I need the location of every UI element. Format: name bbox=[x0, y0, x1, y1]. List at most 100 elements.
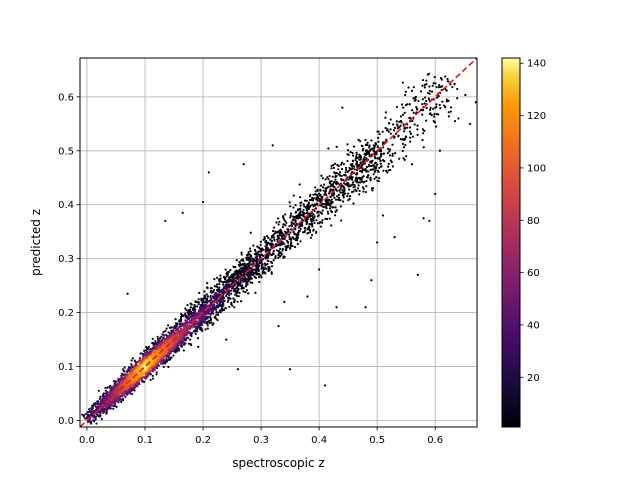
scatter-point bbox=[201, 317, 204, 321]
scatter-point bbox=[186, 332, 189, 335]
scatter-point bbox=[328, 174, 331, 178]
scatter-point bbox=[233, 284, 236, 287]
scatter-point bbox=[195, 313, 199, 317]
scatter-point bbox=[286, 228, 289, 231]
scatter-point bbox=[278, 220, 281, 223]
scatter-point bbox=[331, 206, 334, 209]
scatter-point bbox=[393, 126, 397, 130]
scatter-point bbox=[334, 188, 338, 191]
scatter-point bbox=[391, 143, 394, 146]
scatter-point bbox=[386, 147, 390, 150]
scatter-point bbox=[335, 175, 338, 178]
scatter-point bbox=[402, 106, 405, 109]
scatter-point bbox=[279, 247, 282, 250]
scatter-point bbox=[348, 184, 351, 187]
scatter-point bbox=[365, 165, 369, 169]
scatter-point bbox=[371, 164, 374, 167]
scatter-point bbox=[227, 299, 230, 302]
scatter-point bbox=[425, 119, 428, 122]
scatter-point bbox=[227, 270, 230, 273]
scatter-point bbox=[240, 264, 243, 267]
scatter-point bbox=[230, 275, 233, 278]
scatter-point bbox=[433, 112, 436, 116]
scatter-point bbox=[436, 96, 439, 99]
scatter-point bbox=[290, 243, 293, 246]
scatter-point bbox=[344, 166, 348, 169]
scatter-point bbox=[334, 162, 337, 165]
scatter-point bbox=[206, 282, 209, 285]
scatter-point bbox=[222, 299, 225, 302]
scatter-point bbox=[185, 320, 189, 323]
scatter-point bbox=[340, 174, 343, 178]
scatter-point bbox=[270, 243, 273, 246]
scatter-point bbox=[292, 237, 296, 240]
scatter-point bbox=[354, 158, 357, 162]
scatter-point bbox=[351, 162, 354, 166]
scatter-point bbox=[347, 149, 350, 152]
scatter-point bbox=[441, 85, 444, 88]
scatter-point bbox=[194, 315, 197, 318]
scatter-point bbox=[259, 274, 262, 277]
scatter-point bbox=[242, 163, 245, 166]
scatter-point bbox=[338, 171, 342, 174]
scatter-point bbox=[411, 119, 414, 123]
scatter-point bbox=[275, 249, 279, 252]
scatter-point bbox=[217, 311, 220, 314]
scatter-point bbox=[259, 243, 262, 246]
scatter-point bbox=[346, 159, 349, 163]
scatter-point bbox=[248, 274, 252, 278]
scatter-point bbox=[332, 166, 336, 169]
scatter-point bbox=[115, 405, 118, 409]
scatter-point bbox=[416, 108, 419, 111]
scatter-point bbox=[280, 240, 283, 244]
scatter-point bbox=[347, 199, 350, 202]
scatter-point bbox=[303, 199, 307, 202]
scatter-point bbox=[330, 198, 333, 201]
scatter-point bbox=[150, 354, 153, 357]
scatter-point bbox=[295, 214, 298, 217]
scatter-point bbox=[168, 339, 171, 342]
scatter-point bbox=[219, 274, 222, 277]
scatter-point bbox=[240, 259, 243, 262]
scatter-point bbox=[238, 260, 241, 264]
scatter-point bbox=[325, 193, 328, 197]
scatter-point bbox=[385, 169, 388, 172]
scatter-point bbox=[281, 236, 284, 239]
scatter-point bbox=[194, 332, 197, 335]
scatter-point bbox=[108, 386, 111, 389]
scatter-point bbox=[382, 146, 385, 149]
scatter-point bbox=[414, 96, 417, 99]
scatter-point bbox=[437, 95, 440, 98]
scatter-point bbox=[344, 173, 347, 176]
scatter-point bbox=[403, 111, 406, 114]
scatter-point bbox=[170, 356, 173, 359]
scatter-point bbox=[299, 196, 302, 199]
scatter-point bbox=[464, 93, 467, 97]
scatter-point bbox=[366, 152, 369, 155]
scatter-point bbox=[358, 193, 361, 196]
scatter-point bbox=[328, 182, 332, 185]
scatter-point bbox=[294, 211, 297, 214]
scatter-point bbox=[424, 99, 428, 103]
scatter-point bbox=[341, 106, 344, 109]
scatter-point bbox=[122, 377, 125, 380]
scatter-point bbox=[218, 280, 221, 283]
scatter-point bbox=[149, 378, 152, 382]
scatter-point bbox=[261, 258, 265, 261]
scatter-point bbox=[328, 207, 332, 210]
scatter-point bbox=[294, 237, 298, 240]
scatter-point bbox=[195, 327, 198, 330]
scatter-point bbox=[180, 318, 183, 321]
scatter-point bbox=[271, 252, 275, 255]
scatter-point bbox=[373, 177, 376, 180]
scatter-point bbox=[238, 264, 241, 267]
scatter-point bbox=[176, 322, 179, 325]
scatter-point bbox=[333, 171, 336, 174]
scatter-point bbox=[337, 193, 340, 197]
scatter-point bbox=[424, 96, 427, 99]
scatter-point bbox=[332, 181, 335, 184]
scatter-point bbox=[410, 109, 414, 112]
scatter-point bbox=[406, 103, 409, 106]
scatter-point bbox=[218, 299, 221, 302]
scatter-point bbox=[335, 145, 338, 148]
